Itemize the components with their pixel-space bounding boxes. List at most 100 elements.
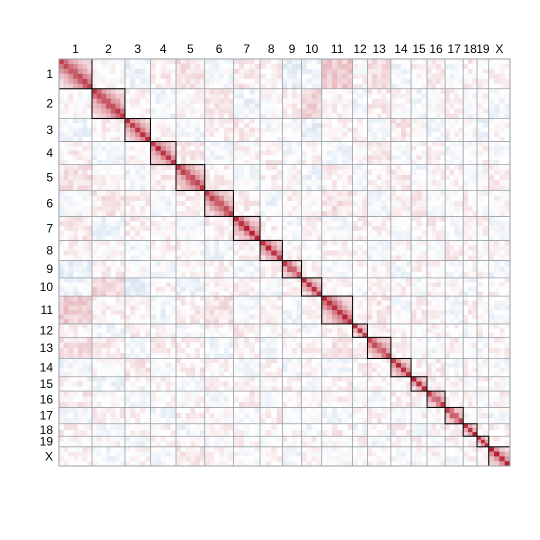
heatmap-cell — [504, 282, 511, 288]
heatmap-cell — [228, 195, 234, 202]
heatmap-cell — [440, 282, 446, 288]
heatmap-cell — [337, 250, 343, 256]
heatmap-cell — [260, 88, 267, 95]
heatmap-cell — [362, 305, 368, 311]
heatmap-cell — [376, 63, 382, 70]
heatmap-block-10-8 — [260, 277, 283, 297]
heatmap-cell — [135, 155, 141, 161]
heatmap-cell — [165, 169, 172, 176]
heatmap-cell — [176, 190, 182, 197]
heatmap-cell — [209, 127, 215, 133]
heatmap-cell — [390, 221, 397, 227]
heatmap-cell — [337, 206, 343, 212]
heatmap-cell — [311, 88, 318, 95]
heatmap-cell — [376, 250, 382, 256]
heatmap-cell — [411, 78, 417, 85]
heatmap-cell — [68, 159, 74, 165]
heatmap-cell — [463, 136, 469, 142]
heatmap-cell — [180, 282, 186, 288]
heatmap-cell — [411, 286, 417, 292]
heatmap-cell — [244, 180, 250, 186]
heatmap-cell — [219, 260, 225, 267]
heatmap-cell — [390, 180, 397, 186]
heatmap-block-9-10 — [301, 260, 323, 279]
heatmap-cell — [301, 291, 307, 297]
heatmap-cell — [106, 78, 112, 85]
heatmap-cell — [463, 159, 469, 165]
heatmap-cell — [190, 83, 196, 90]
heatmap-cell — [488, 195, 495, 202]
heatmap-cell — [124, 127, 131, 133]
heatmap-cell — [342, 108, 348, 114]
heatmap-cell — [124, 206, 131, 212]
heatmap-cell — [395, 141, 402, 147]
heatmap-cell — [73, 113, 79, 119]
heatmap-cell — [416, 221, 423, 227]
heatmap-cell — [68, 164, 74, 171]
heatmap-cell — [73, 221, 79, 227]
heatmap-cell — [381, 103, 387, 109]
heatmap-cell — [110, 113, 116, 119]
heatmap-cell — [463, 108, 469, 114]
heatmap-cell — [145, 291, 151, 297]
heatmap-block-3-X — [488, 118, 511, 142]
heatmap-cell — [362, 146, 368, 152]
heatmap-cell — [440, 155, 446, 161]
heatmap-cell — [233, 141, 240, 147]
heatmap-cell — [494, 221, 500, 227]
heatmap-cell — [376, 310, 382, 316]
heatmap-cell — [140, 113, 146, 119]
heatmap-cell — [254, 83, 261, 90]
heatmap-cell — [87, 132, 93, 138]
heatmap-cell — [482, 103, 490, 109]
heatmap-cell — [87, 169, 93, 176]
heatmap-cell — [271, 93, 278, 100]
heatmap-cell — [386, 185, 392, 191]
heatmap-cell — [316, 108, 323, 114]
heatmap-cell — [204, 83, 210, 90]
heatmap-cell — [195, 255, 201, 261]
heatmap-cell — [190, 230, 196, 237]
heatmap-cell — [63, 291, 69, 297]
heatmap-cell — [59, 190, 65, 197]
heatmap-cell — [372, 93, 378, 100]
heatmap-cell — [362, 250, 368, 256]
heatmap-cell — [321, 68, 328, 75]
heatmap-cell — [101, 221, 107, 227]
heatmap-cell — [436, 190, 441, 197]
heatmap-cell — [454, 159, 460, 165]
heatmap-cell — [296, 108, 302, 114]
heatmap-cell — [352, 291, 358, 297]
heatmap-cell — [337, 93, 343, 100]
heatmap-cell — [337, 68, 343, 75]
heatmap-cell — [406, 159, 412, 165]
heatmap-cell — [244, 169, 250, 176]
heatmap-cell — [265, 155, 272, 161]
heatmap-block-11-6 — [204, 296, 234, 325]
heatmap-cell — [96, 235, 102, 241]
heatmap-cell — [130, 250, 136, 256]
heatmap-cell — [445, 98, 451, 105]
heatmap-cell — [82, 113, 88, 119]
heatmap-cell — [124, 169, 131, 176]
heatmap-cell — [291, 159, 298, 165]
heatmap-cell — [87, 68, 93, 75]
heatmap-cell — [463, 118, 469, 124]
heatmap-cell — [296, 211, 302, 217]
heatmap-cell — [254, 250, 261, 256]
heatmap-block-4-3 — [124, 141, 151, 165]
heatmap-cell — [367, 150, 373, 156]
heatmap-cell — [291, 146, 298, 152]
heatmap-cell — [287, 221, 293, 227]
heatmap-cell — [421, 118, 428, 124]
heatmap-cell — [155, 169, 162, 176]
heatmap-cell — [390, 150, 397, 156]
heatmap-cell — [68, 98, 74, 105]
heatmap-cell — [249, 180, 256, 186]
heatmap-cell — [376, 180, 382, 186]
heatmap-block-8-8 — [260, 240, 283, 261]
heatmap-cell — [271, 226, 278, 232]
heatmap-cell — [130, 221, 136, 227]
heatmap-cell — [477, 136, 484, 142]
heatmap-cell — [238, 291, 245, 297]
